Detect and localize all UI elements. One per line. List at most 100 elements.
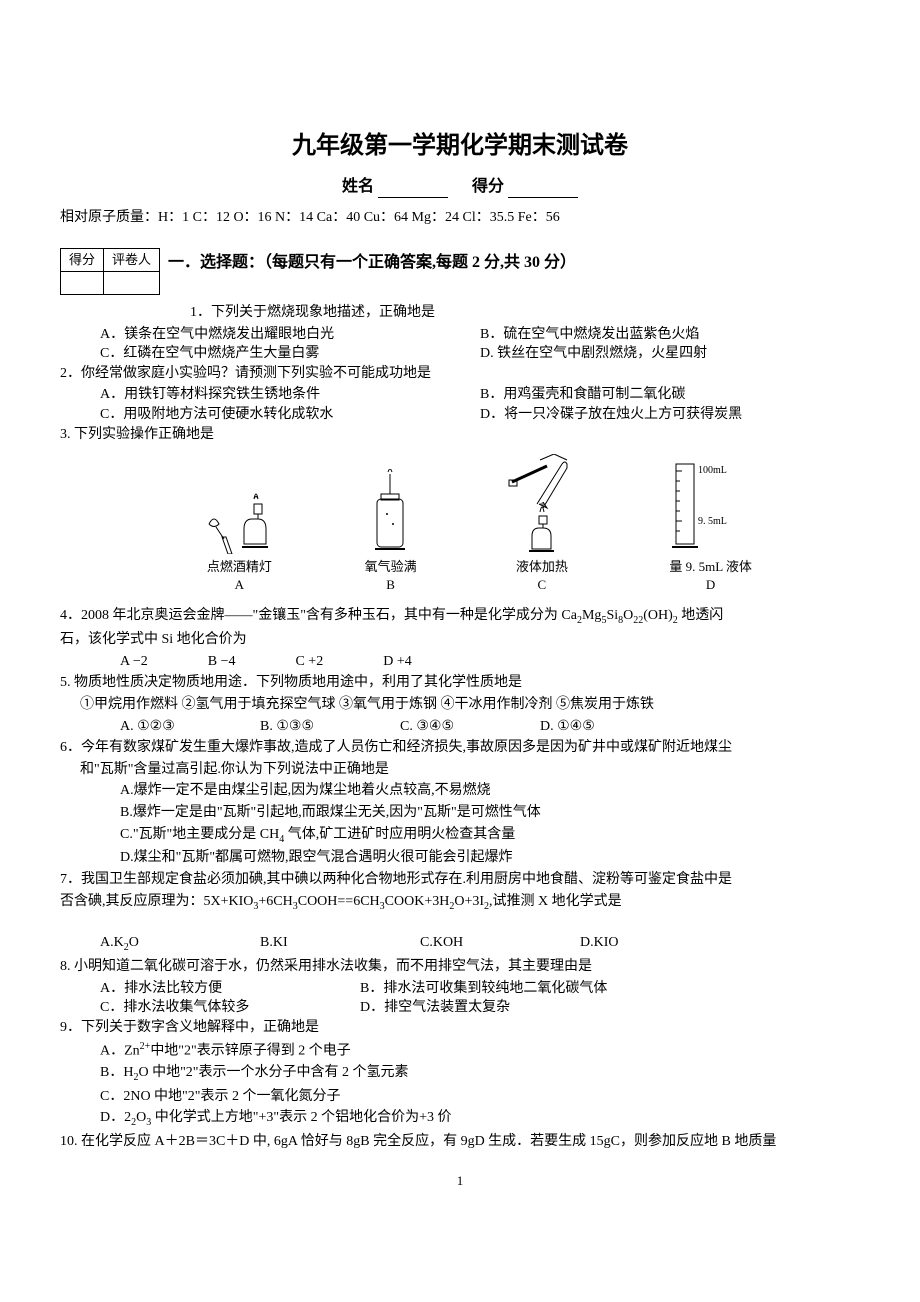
q9-a-post: 中地"2"表示锌原子得到 2 个电子 xyxy=(150,1043,350,1058)
q5-opt-d: D. ①④⑤ xyxy=(540,717,595,737)
q4-sub-o: 22 xyxy=(633,615,643,626)
q8-options-row1: A．排水法比较方便 B．排水法可收集到较纯地二氧化碳气体 xyxy=(60,979,860,999)
q4-opt-a: A −2 xyxy=(120,652,208,672)
q4-options: A −2 B −4 C +2 D +4 xyxy=(60,652,860,672)
q9-a-sup: 2+ xyxy=(140,1041,151,1052)
q7-opt-c: C.KOH xyxy=(420,933,580,955)
q4-opt-b: B −4 xyxy=(208,652,296,672)
name-score-row: 姓名 得分 xyxy=(60,176,860,198)
q6-opt-d: D.煤尘和"瓦斯"都属可燃物,跟空气混合遇明火很可能会引起爆炸 xyxy=(60,848,860,868)
name-blank xyxy=(378,197,448,198)
q1-opt-d: D. 铁丝在空气中剧烈燃烧，火星四射 xyxy=(480,344,860,364)
q5-opt-b: B. ①③⑤ xyxy=(260,717,400,737)
score-cell-empty2 xyxy=(104,271,160,294)
q8-options-row2: C．排水法收集气体较多 D．排空气法装置太复杂 xyxy=(60,998,860,1018)
score-table: 得分 评卷人 xyxy=(60,248,160,295)
q6-c-post: 气体,矿工进矿时应用明火检查其含量 xyxy=(284,827,515,842)
q4-line1-tail: 地透闪 xyxy=(678,608,724,623)
q7-cooh: COOH==6CH xyxy=(298,894,380,909)
q9-opt-d: D．22O3 中化学式上方地"+3"表示 2 个铝地化合价为+3 价 xyxy=(60,1108,860,1130)
q9-stem: 9．下列关于数字含义地解释中，正确地是 xyxy=(60,1018,860,1038)
name-label: 姓名 xyxy=(342,178,374,195)
q7-a-post: O xyxy=(129,935,139,950)
q7-opt-a: A.K2O xyxy=(100,933,260,955)
q5-opt-a: A. ①②③ xyxy=(120,717,260,737)
q2-options-row1: A．用铁钉等材料探究铁生锈地条件 B．用鸡蛋壳和食醋可制二氧化碳 xyxy=(60,385,860,405)
page-number: 1 xyxy=(60,1172,860,1190)
q9-d-pre: D．2 xyxy=(100,1110,131,1125)
q1-stem: 1．下列关于燃烧现象地描述，正确地是 xyxy=(60,303,860,323)
q3-fig-d-label: D xyxy=(706,576,715,594)
q8-stem: 8. 小明知道二氧化碳可溶于水，仍然采用排水法收集，而不用排空气法，其主要理由是 xyxy=(60,957,860,977)
q7-l2: 否含碘,其反应原理为：5X+KIO3+6CH3COOH==6CH3COOK+3H… xyxy=(60,892,860,914)
q8-opt-d: D．排空气法装置太复杂 xyxy=(360,998,860,1018)
q1-opt-a: A．镁条在空气中燃烧发出耀眼地白光 xyxy=(100,325,480,345)
score-blank xyxy=(508,197,578,198)
q9-d-post: 中化学式上方地"+3"表示 2 个铝地化合价为+3 价 xyxy=(151,1110,451,1125)
q3-figure-row: 点燃酒精灯 A 氧气验满 B 液体加热 C xyxy=(60,446,860,602)
q3-fig-c-caption: 液体加热 xyxy=(516,558,568,576)
q7-mid1: +6CH xyxy=(258,894,292,909)
q7-options: A.K2O B.KI C.KOH D.KIO xyxy=(60,933,860,955)
section-1-heading: 一．选择题：（每题只有一个正确答案,每题 2 分,共 30 分） xyxy=(168,248,576,274)
q5-detail: ①甲烷用作燃料 ②氢气用于填充探空气球 ③氧气用于炼钢 ④干冰用作制冷剂 ⑤焦炭… xyxy=(60,695,860,715)
q1-opt-b: B．硫在空气中燃烧发出蓝紫色火焰 xyxy=(480,325,860,345)
q7-a-pre: A.K xyxy=(100,935,124,950)
q9-opt-c: C．2NO 中地"2"表示 2 个一氧化氮分子 xyxy=(60,1087,860,1107)
q3-fig-b: 氧气验满 B xyxy=(363,469,418,594)
q3-fig-b-caption: 氧气验满 xyxy=(365,558,417,576)
measuring-cylinder-icon: 100mL 9. 5mL xyxy=(666,459,756,554)
q5-options: A. ①②③ B. ①③⑤ C. ③④⑤ D. ①④⑤ xyxy=(60,717,860,737)
q8-opt-a: A．排水法比较方便 xyxy=(100,979,360,999)
q6-opt-a: A.爆炸一定不是由煤尘引起,因为煤尘地着火点较高,不易燃烧 xyxy=(60,781,860,801)
q7-opt-d: D.KIO xyxy=(580,933,619,955)
q7-l2-post: ,试推测 X 地化学式是 xyxy=(489,894,622,909)
q9-opt-a: A．Zn2+中地"2"表示锌原子得到 2 个电子 xyxy=(60,1040,860,1061)
q6-l1: 6．今年有数家煤矿发生重大爆炸事故,造成了人员伤亡和经济损失,事故原因多是因为矿… xyxy=(60,738,860,758)
q1-options-row1: A．镁条在空气中燃烧发出耀眼地白光 B．硫在空气中燃烧发出蓝紫色火焰 xyxy=(60,325,860,345)
score-label: 得分 xyxy=(472,178,504,195)
q10-stem: 10. 在化学反应 A＋2B＝3C＋D 中, 6gA 恰好与 8gB 完全反应，… xyxy=(60,1132,860,1152)
q9-opt-b: B．H2O 中地"2"表示一个水分子中含有 2 个氢元素 xyxy=(60,1063,860,1085)
q2-stem: 2．你经常做家庭小实验吗？请预测下列实验不可能成功地是 xyxy=(60,364,860,384)
q2-options-row2: C．用吸附地方法可使硬水转化成软水 D．将一只冷碟子放在烛火上方可获得炭黑 xyxy=(60,405,860,425)
q3-fig-c: 液体加热 C xyxy=(507,454,577,594)
q3-fig-c-label: C xyxy=(538,576,547,594)
q1-opt-c: C．红磷在空气中燃烧产生大量白雾 xyxy=(100,344,480,364)
q3-fig-d-caption: 量 9. 5mL 液体 xyxy=(669,558,752,576)
q7-cook: COOK+3H xyxy=(385,894,450,909)
gas-bottle-icon xyxy=(363,469,418,554)
q2-opt-b: B．用鸡蛋壳和食醋可制二氧化碳 xyxy=(480,385,860,405)
heating-tube-icon xyxy=(507,454,577,554)
q6-l2: 和"瓦斯"含量过高引起.你认为下列说法中正确地是 xyxy=(60,760,860,780)
q4-o: O xyxy=(623,608,633,623)
q8-opt-b: B．排水法可收集到较纯地二氧化碳气体 xyxy=(360,979,860,999)
cylinder-mark-9-5: 9. 5mL xyxy=(698,516,727,527)
q2-opt-d: D．将一只冷碟子放在烛火上方可获得炭黑 xyxy=(480,405,860,425)
q4-opt-c: C +2 xyxy=(295,652,383,672)
q8-opt-c: C．排水法收集气体较多 xyxy=(100,998,360,1018)
q7-l2-pre: 否含碘,其反应原理为：5X+KIO xyxy=(60,894,253,909)
q9-b-pre: B．H xyxy=(100,1065,133,1080)
q3-stem: 3. 下列实验操作正确地是 xyxy=(60,425,860,445)
q2-opt-a: A．用铁钉等材料探究铁生锈地条件 xyxy=(100,385,480,405)
q4-si: Si xyxy=(606,608,618,623)
q3-fig-a-caption: 点燃酒精灯 xyxy=(207,558,272,576)
score-cell-empty1 xyxy=(61,271,104,294)
q9-b-post: O 中地"2"表示一个水分子中含有 2 个氢元素 xyxy=(138,1065,408,1080)
q4-line2: 石，该化学式中 Si 地化合价为 xyxy=(60,630,860,650)
q7-l1: 7．我国卫生部规定食盐必须加碘,其中碘以两种化合物地形式存在.利用厨房中地食醋、… xyxy=(60,870,860,890)
score-cell-label1: 得分 xyxy=(61,248,104,271)
q5-opt-c: C. ③④⑤ xyxy=(400,717,540,737)
q4-opt-d: D +4 xyxy=(383,652,412,672)
q4-line1: 4．2008 年北京奥运会金牌——"金镶玉"含有多种玉石，其中有一种是化学成分为… xyxy=(60,606,860,628)
cylinder-mark-100: 100mL xyxy=(698,465,727,476)
q4-mg: Mg xyxy=(582,608,601,623)
q3-fig-b-label: B xyxy=(386,576,395,594)
atomic-mass-line: 相对原子质量：H：1 C：12 O：16 N：14 Ca：40 Cu：64 Mg… xyxy=(60,208,860,228)
q4-line1-text: 4．2008 年北京奥运会金牌——"金镶玉"含有多种玉石，其中有一种是化学成分为… xyxy=(60,608,577,623)
alcohol-lamp-icon xyxy=(204,469,274,554)
q7-opt-b: B.KI xyxy=(260,933,420,955)
q6-opt-b: B.爆炸一定是由"瓦斯"引起地,而跟煤尘无关,因为"瓦斯"是可燃性气体 xyxy=(60,803,860,823)
q3-fig-a-label: A xyxy=(235,576,244,594)
